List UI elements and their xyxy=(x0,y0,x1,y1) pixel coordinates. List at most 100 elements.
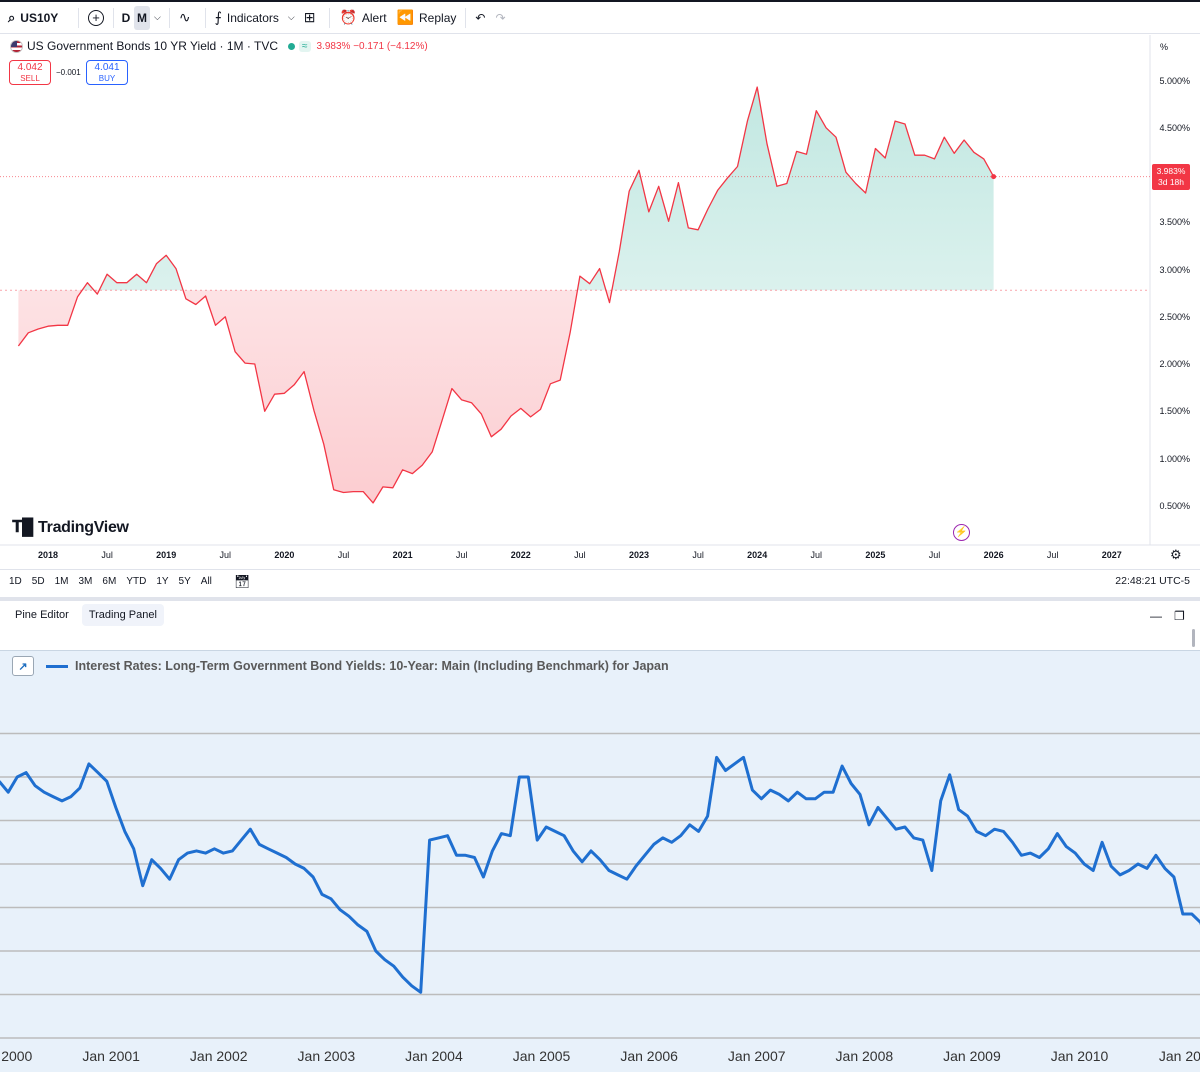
time-axis-tick: 2023 xyxy=(628,550,650,560)
lightning-event-icon[interactable]: ⚡ xyxy=(953,524,970,541)
interval-chevron-down-icon[interactable]: ⌵ xyxy=(154,12,161,22)
range-1d[interactable]: 1D xyxy=(9,576,22,587)
yield-line xyxy=(17,86,995,504)
compare-button[interactable]: + xyxy=(83,6,109,30)
legend-values: 3.983% −0.171 (−4.12%) xyxy=(316,40,428,52)
alert-button[interactable]: ⏰ Alert xyxy=(334,6,391,30)
indicators-button[interactable]: ⨍ Indicators xyxy=(210,6,284,30)
time-axis-tick: Jul xyxy=(574,550,586,560)
range-3m[interactable]: 3M xyxy=(78,576,93,587)
top-toolbar: ⌕ US10Y + D M ⌵ ∿ ⨍ Indicators ⌵ ⊞ ⏰ Ale… xyxy=(0,0,1200,34)
buy-label: BUY xyxy=(98,73,116,83)
sell-price: 4.042 xyxy=(17,61,43,73)
tradingview-logo-icon: 𝐓█ xyxy=(12,519,34,536)
last-price-dot xyxy=(991,174,997,180)
scrollbar-thumb[interactable] xyxy=(1192,629,1195,647)
indicators-icon: ⨍ xyxy=(214,9,222,25)
toolbar-divider xyxy=(78,7,79,28)
toolbar-divider xyxy=(465,7,467,28)
symbol-name: US10Y xyxy=(20,10,59,25)
range-1m[interactable]: 1M xyxy=(54,576,69,587)
layouts-button[interactable]: ⊞ xyxy=(299,6,326,30)
range-6m[interactable]: 6M xyxy=(102,576,117,587)
indicators-label: Indicators xyxy=(226,10,279,25)
undo-icon: ↶ xyxy=(475,10,486,25)
time-axis-tick: 2022 xyxy=(510,550,531,560)
tradingview-logo[interactable]: 𝐓█ TradingView xyxy=(12,519,129,537)
time-axis-tick: Jul xyxy=(928,550,941,560)
sell-button[interactable]: 4.042 SELL xyxy=(9,60,51,85)
price-axis-tick: 1.000% xyxy=(1159,453,1190,464)
line-graph-icon[interactable]: ↗ xyxy=(12,656,34,676)
time-axis-tick: Jul xyxy=(219,550,232,560)
chart-type-button[interactable]: ∿ xyxy=(174,6,201,30)
range-5d[interactable]: 5D xyxy=(31,576,45,587)
price-scale-unit[interactable]: % xyxy=(1159,42,1168,52)
chart-legend[interactable]: US Government Bonds 10 YR Yield · 1M · T… xyxy=(10,39,428,53)
alert-label: Alert xyxy=(361,10,387,25)
symbol-search[interactable]: ⌕ US10Y xyxy=(0,6,74,30)
fred-series-title: Interest Rates: Long-Term Government Bon… xyxy=(75,659,669,673)
time-axis-tick: 2020 xyxy=(274,550,295,560)
minimize-panel-icon[interactable]: — xyxy=(1150,609,1162,623)
buy-button[interactable]: 4.041 BUY xyxy=(86,60,128,85)
rewind-icon: ⏪ xyxy=(396,9,415,25)
replay-button[interactable]: ⏪ Replay xyxy=(392,6,462,30)
range-all[interactable]: All xyxy=(200,576,212,587)
tv-chart-pane: US Government Bonds 10 YR Yield · 1M · T… xyxy=(0,35,1200,565)
interval-day[interactable]: D xyxy=(121,10,131,25)
tradingview-wordmark: TradingView xyxy=(38,519,129,536)
time-axis-tick: Jul xyxy=(810,550,823,560)
range-1y[interactable]: 1Y xyxy=(156,576,169,587)
go-to-date-calendar-icon[interactable]: 📅︎ xyxy=(233,573,251,589)
price-axis-tick: 2.000% xyxy=(1159,359,1190,369)
japan-yield-line xyxy=(0,755,1200,994)
undo-button[interactable]: ↶ xyxy=(470,6,490,30)
fred-time-axis-tick: Jan 2000 xyxy=(0,1048,33,1064)
fred-time-axis-tick: Jan 2002 xyxy=(189,1048,248,1064)
time-axis-tick: Jul xyxy=(337,550,350,560)
tv-chart-canvas[interactable] xyxy=(0,35,1200,565)
toolbar-divider xyxy=(113,7,114,28)
replay-label: Replay xyxy=(419,10,457,25)
spread-value: −0.001 xyxy=(56,68,81,77)
fred-plot-area[interactable] xyxy=(0,691,1200,1047)
fred-time-axis-tick: Jan 2007 xyxy=(727,1048,786,1064)
interval-month[interactable]: M xyxy=(134,5,150,30)
fred-time-axis-tick: Jan 2001 xyxy=(82,1048,140,1064)
us-flag-icon xyxy=(10,39,23,53)
redo-button[interactable]: ↷ xyxy=(490,6,510,30)
time-axis-tick: 2021 xyxy=(392,550,413,560)
bottom-panel-tabs: Pine Editor Trading Panel — ❐ xyxy=(0,597,1200,629)
range-5y[interactable]: 5Y xyxy=(178,576,191,587)
tab-trading-panel[interactable]: Trading Panel xyxy=(81,604,164,626)
series-color-swatch xyxy=(46,664,68,668)
time-axis-tick: 2019 xyxy=(156,550,177,560)
last-price-value: 3.983% xyxy=(1156,165,1186,176)
buy-price: 4.041 xyxy=(94,61,120,73)
tab-pine-editor[interactable]: Pine Editor xyxy=(15,609,69,621)
indicators-chevron-down-icon[interactable]: ⌵ xyxy=(287,12,295,22)
fred-chart-legend: ↗ Interest Rates: Long-Term Government B… xyxy=(12,656,669,676)
price-axis-tick: 3.000% xyxy=(1159,264,1190,275)
price-axis-tick: 1.500% xyxy=(1159,406,1190,417)
maximize-panel-icon[interactable]: ❐ xyxy=(1174,609,1185,623)
time-axis-tick: Jul xyxy=(455,550,468,560)
date-range-bar: 1D 5D 1M 3M 6M YTD 1Y 5Y All 📅︎ 22:48:21… xyxy=(0,569,1200,593)
toolbar-divider xyxy=(204,7,206,28)
toolbar-divider xyxy=(329,7,331,28)
market-status-icon xyxy=(288,42,295,50)
gear-icon[interactable]: ⚙ xyxy=(1170,547,1182,562)
range-ytd[interactable]: YTD xyxy=(126,576,147,587)
price-axis-tick: 5.000% xyxy=(1159,75,1190,86)
time-zone-clock[interactable]: 22:48:21 UTC-5 xyxy=(1115,575,1190,587)
time-axis-tick: Jul xyxy=(1046,550,1059,560)
chart-type-icon: ∿ xyxy=(178,9,191,25)
redo-icon: ↷ xyxy=(495,10,506,25)
fred-time-axis-tick: Jan 2005 xyxy=(512,1048,571,1064)
fred-time-axis-tick: Jan 2004 xyxy=(405,1048,463,1064)
toolbar-divider xyxy=(168,7,170,28)
time-axis-tick: Jul xyxy=(101,550,113,560)
price-axis-tick: 4.500% xyxy=(1159,122,1190,133)
